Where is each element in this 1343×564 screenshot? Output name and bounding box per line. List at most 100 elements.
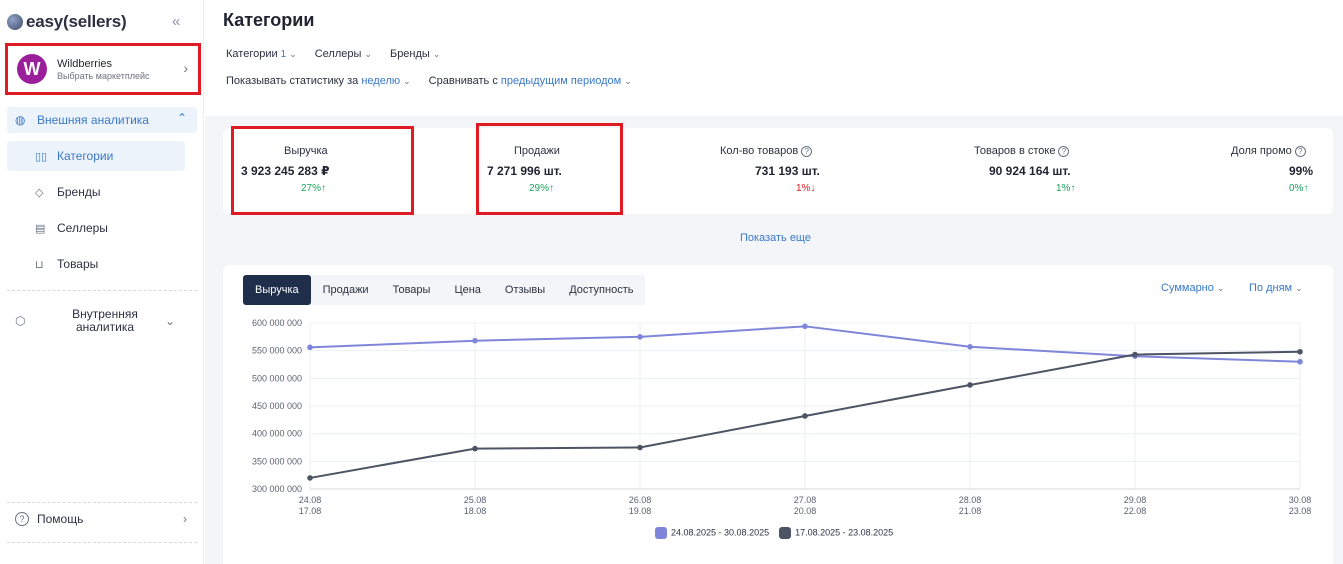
show-more-link[interactable]: Показать еще (740, 232, 811, 244)
x-tick-label: 30.08 (1289, 495, 1312, 505)
kpi-label: Продажи (514, 145, 560, 157)
data-point (472, 337, 478, 344)
stats-period-prefix: Показывать статистику за (226, 75, 359, 87)
sidebar-item-label: Товары (57, 257, 99, 271)
marketplace-name: Wildberries (57, 57, 113, 70)
x-tick-label-secondary: 23.08 (1289, 506, 1312, 516)
filter-count-badge: 1 (280, 49, 287, 60)
x-tick-label-secondary: 18.08 (464, 506, 487, 516)
divider (7, 502, 197, 503)
kpi-products-count: Кол-во товаров? 731 193 шт. 1%↓ (703, 128, 863, 214)
kpi-label: Выручка (284, 145, 328, 157)
kpi-in-stock: Товаров в стоке? 90 924 164 шт. 1%↑ (963, 128, 1123, 214)
kpi-delta: 29%↑ (529, 183, 555, 194)
filter-label: Бренды (389, 48, 430, 60)
chevron-up-icon: ⌃ (176, 111, 187, 125)
compare-period-value: предыдущим периодом (500, 75, 622, 87)
x-tick-label-secondary: 22.08 (1124, 506, 1147, 516)
x-tick-label-secondary: 17.08 (299, 506, 322, 516)
nav-group-label: Внешняя аналитика (37, 113, 149, 127)
data-point (1297, 358, 1303, 365)
sidebar-item-categories[interactable]: ▯▯ Категории (7, 141, 185, 171)
kpi-value: 7 271 996 шт. (487, 164, 562, 178)
chevron-down-icon: ⌄ (364, 49, 372, 59)
nav-group-external-analytics[interactable]: ◍ Внешняя аналитика ⌃ (7, 107, 197, 133)
filter-label: Селлеры (314, 48, 362, 60)
arrow-up-icon: ↑ (549, 183, 555, 194)
kpi-value: 90 924 164 шт. (989, 164, 1071, 178)
y-tick-label: 350 000 000 (252, 456, 302, 466)
y-tick-label: 300 000 000 (252, 484, 302, 494)
sidebar-item-sellers[interactable]: ▤ Селлеры (7, 213, 185, 243)
data-point (1132, 351, 1138, 358)
filter-categories[interactable]: Категории 1 ⌄ (226, 48, 297, 60)
chevron-down-icon: ⌄ (624, 76, 632, 86)
data-point (802, 413, 808, 419)
marketplace-selector[interactable]: W Wildberries Выбрать маркетплейс › (5, 43, 201, 95)
legend-item-current[interactable]: 24.08.2025 - 30.08.2025 (655, 527, 769, 539)
x-tick-label: 28.08 (959, 495, 982, 505)
info-icon[interactable]: ? (801, 146, 813, 157)
kpi-delta: 27%↑ (301, 183, 327, 194)
marketplace-hint: Выбрать маркетплейс (57, 70, 150, 81)
help-label: Помощь (37, 512, 84, 526)
kpi-delta: 1%↓ (796, 183, 816, 194)
kpi-sales: Продажи 7 271 996 шт. 29%↑ (473, 128, 623, 214)
info-icon[interactable]: ? (1058, 146, 1070, 157)
x-tick-label: 25.08 (464, 495, 487, 505)
sidebar-item-label: Категории (57, 149, 114, 163)
help-link[interactable]: ? Помощь › (15, 512, 187, 526)
data-point (802, 323, 808, 330)
y-tick-label: 600 000 000 (252, 318, 302, 328)
tab-price[interactable]: Цена (454, 284, 481, 296)
tab-availability[interactable]: Доступность (569, 284, 634, 296)
arrow-up-icon: ↑ (1303, 183, 1309, 194)
y-tick-label: 400 000 000 (252, 429, 302, 439)
y-tick-label: 500 000 000 (252, 373, 302, 383)
legend-item-previous[interactable]: 17.08.2025 - 23.08.2025 (779, 527, 893, 539)
x-tick-label: 29.08 (1124, 495, 1147, 505)
marketplace-avatar: W (17, 54, 47, 84)
filter-brands[interactable]: Бренды ⌄ (390, 48, 440, 60)
info-icon[interactable]: ? (1294, 146, 1306, 157)
stats-period-selector[interactable]: Показывать статистику за неделю ⌄ (226, 75, 411, 87)
nav-group-internal-analytics[interactable]: ⬡ Внутренняя аналитика ⌄ (7, 306, 197, 336)
kpi-value: 3 923 245 283 ₽ (241, 164, 330, 178)
chevron-down-icon: ⌄ (164, 314, 175, 328)
kpi-card: Выручка 3 923 245 283 ₽ 27%↑ Продажи 7 2… (223, 123, 1333, 215)
kpi-label: Кол-во товаров? (720, 145, 813, 157)
chart-tabs: Выручка Продажи Товары Цена Отзывы Досту… (243, 275, 646, 305)
collapse-sidebar-icon[interactable]: « (172, 13, 181, 30)
filter-bar: Категории 1 ⌄ Селлеры ⌄ Бренды ⌄ (226, 48, 440, 60)
page-header: Категории Категории 1 ⌄ Селлеры ⌄ Бренды ⌄ П… (205, 0, 1343, 116)
question-icon: ? (15, 512, 29, 526)
revenue-line-chart: 600 000 000 550 000 000 500 000 000 450 000… (252, 318, 1312, 516)
cart-icon: ⊔ (35, 258, 44, 271)
arrow-up-icon: ↑ (321, 183, 327, 194)
arrow-down-icon: ↓ (810, 183, 816, 194)
tab-reviews[interactable]: Отзывы (504, 284, 546, 296)
tab-sales[interactable]: Продажи (322, 284, 369, 296)
y-tick-label: 550 000 000 (252, 346, 302, 356)
chevron-down-icon: ⌄ (403, 76, 411, 86)
tab-revenue[interactable]: Выручка (243, 275, 311, 305)
data-point (967, 343, 973, 350)
sidebar-item-products[interactable]: ⊔ Товары (7, 249, 185, 279)
kpi-revenue: Выручка 3 923 245 283 ₽ 27%↑ (223, 128, 423, 214)
chart-legend: 24.08.2025 - 30.08.2025 17.08.2025 - 23.… (655, 527, 893, 539)
aggregate-selector[interactable]: Суммарно ⌄ (1161, 282, 1225, 294)
y-tick-label: 450 000 000 (252, 401, 302, 411)
stats-period-value: неделю (361, 75, 401, 87)
sidebar-item-brands[interactable]: ◇ Бренды (7, 177, 185, 207)
logo[interactable]: easy(sellers) (7, 12, 127, 32)
filter-sellers[interactable]: Селлеры ⌄ (315, 48, 372, 60)
data-point (637, 444, 643, 451)
chart-card: Выручка Продажи Товары Цена Отзывы Досту… (223, 265, 1333, 564)
compare-period-selector[interactable]: Сравнивать с предыдущим периодом ⌄ (429, 75, 632, 87)
chevron-right-icon: › (183, 512, 187, 526)
highlight-box (231, 126, 414, 215)
store-icon: ▤ (35, 222, 46, 235)
filter-label: Категории (226, 48, 278, 60)
granularity-selector[interactable]: По дням ⌄ (1249, 282, 1303, 294)
tab-products[interactable]: Товары (392, 284, 431, 296)
